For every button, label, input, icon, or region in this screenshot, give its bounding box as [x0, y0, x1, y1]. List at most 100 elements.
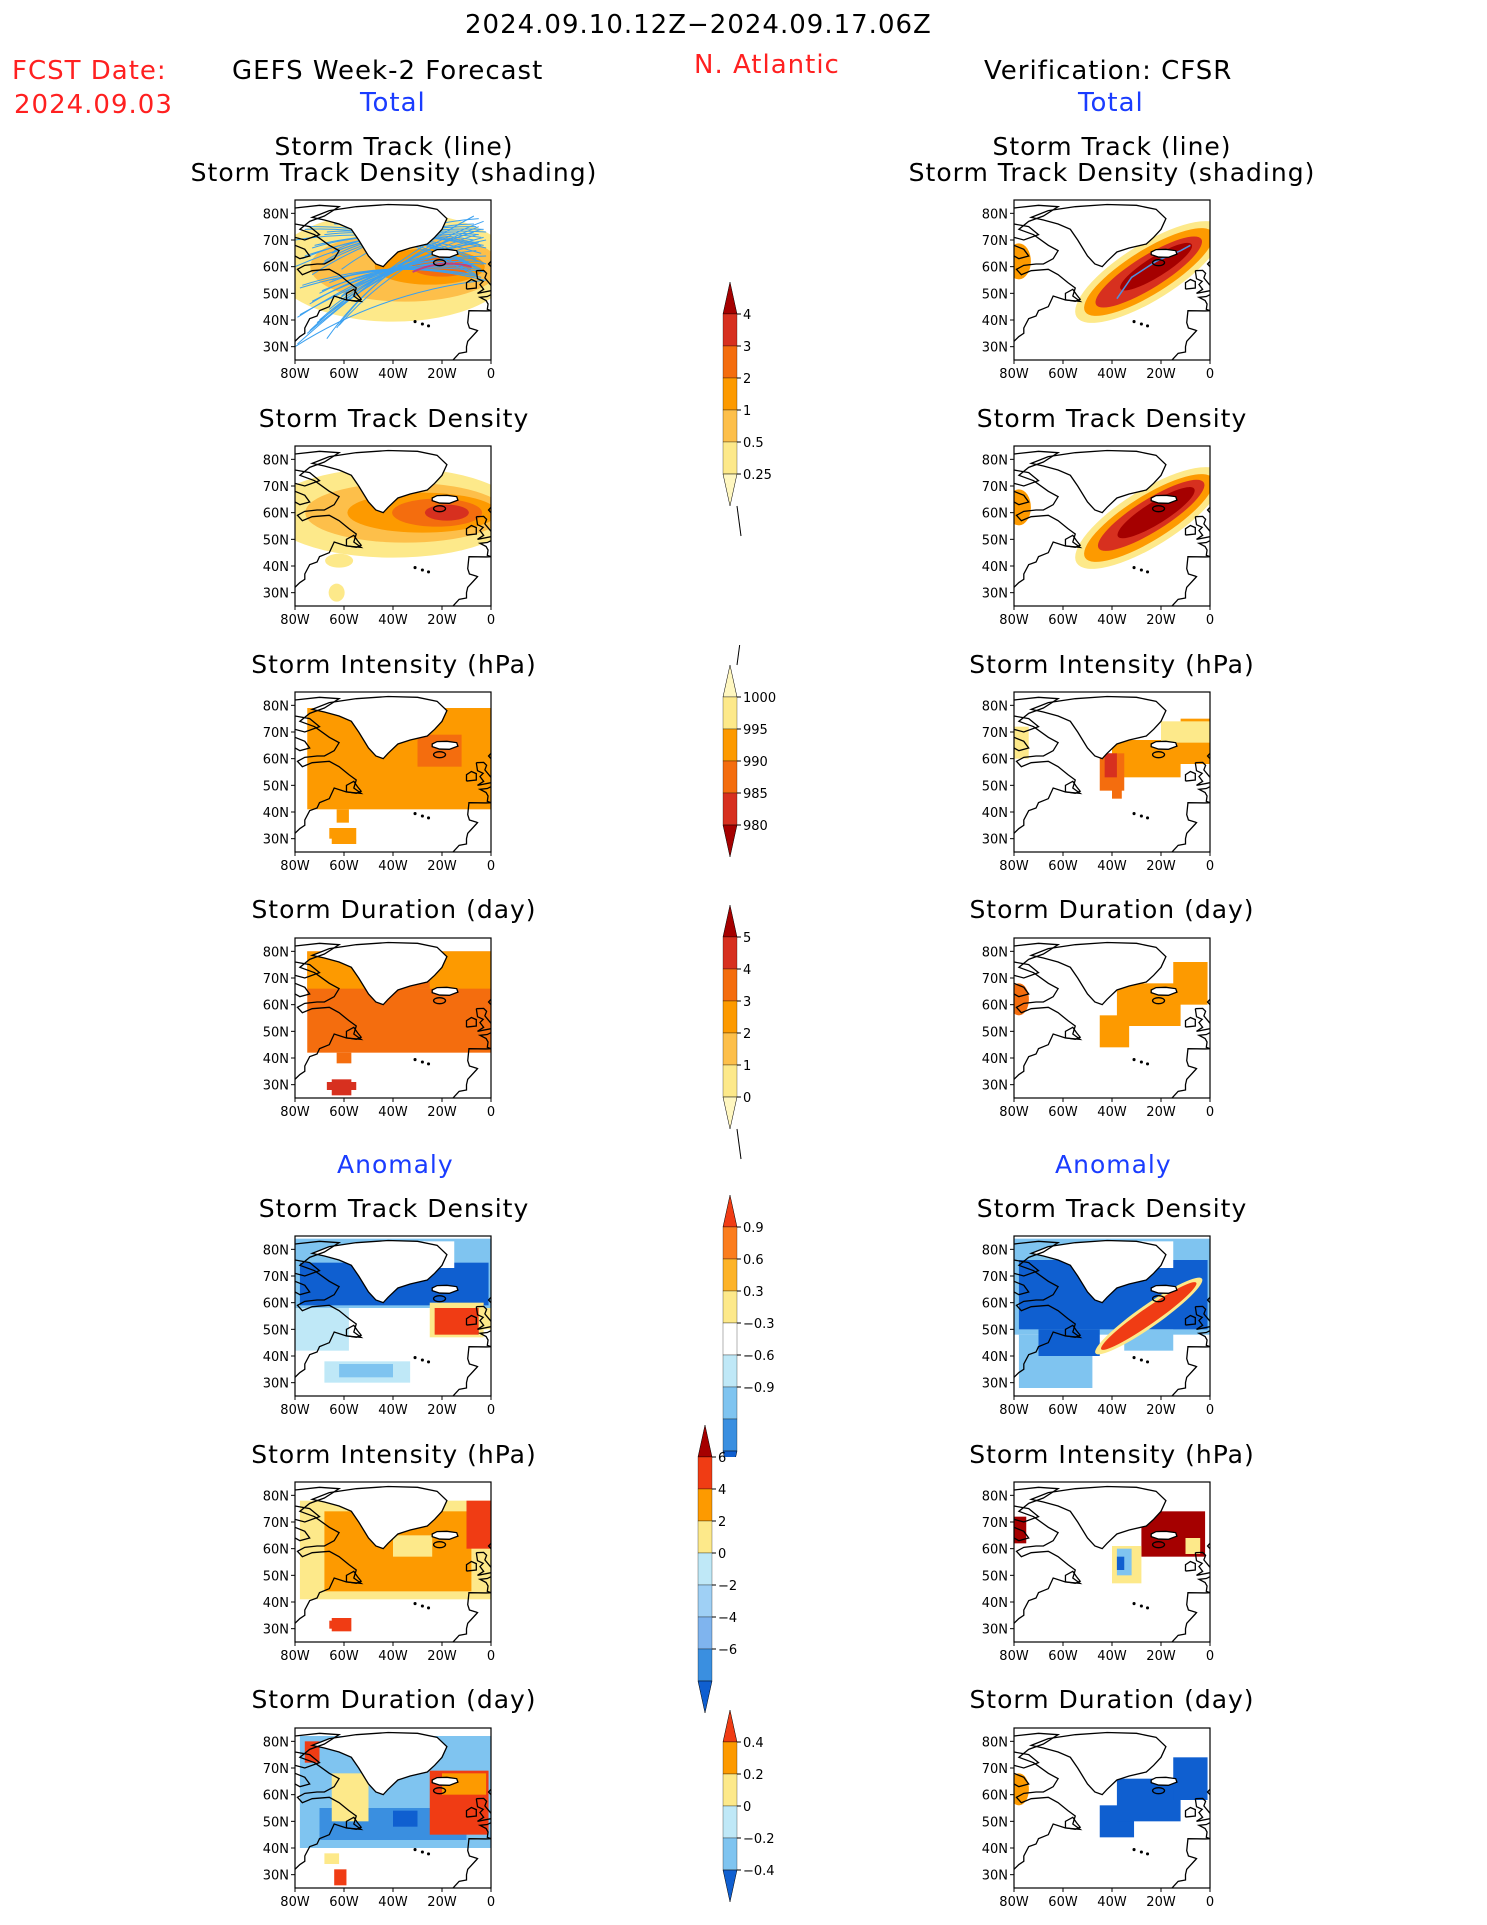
lat-tick-label: 80N	[982, 1243, 1008, 1258]
ireland-coast	[465, 1560, 477, 1572]
iceland-coast	[431, 1284, 459, 1294]
lat-tick-label: 40N	[982, 1350, 1008, 1365]
iberia-africa-coast	[1171, 556, 1210, 606]
lon-tick-label: 40W	[1097, 613, 1127, 628]
lat-tick-label: 70N	[263, 972, 289, 987]
colorbar-arrow-top	[722, 1194, 738, 1228]
lon-tick-label: 0	[487, 1403, 495, 1418]
lon-tick-label: 20W	[427, 1649, 457, 1664]
right-anom-density-map: 80N 70N 60N 50N 40N 30N 80W 60W 40W 20W 0	[982, 1235, 1214, 1418]
storm-track-line	[412, 262, 472, 273]
lon-tick-label: 80W	[999, 613, 1029, 628]
baffin-coast	[1014, 1526, 1030, 1542]
ireland-coast	[1184, 1016, 1196, 1028]
greenland-coast	[1028, 1485, 1167, 1550]
greenland-coast	[309, 1731, 448, 1796]
anomaly-cell	[1116, 1778, 1181, 1822]
iberia-africa-coast	[452, 556, 491, 606]
right-anom-duration-title: Storm Duration (day)	[969, 1685, 1255, 1714]
colorbar-segment	[722, 1837, 738, 1871]
lat-tick-label: 70N	[982, 726, 1008, 741]
british-isles-coast	[1194, 1551, 1210, 1576]
colorbar-segment	[722, 760, 738, 794]
lat-tick-label: 70N	[263, 1270, 289, 1285]
lon-tick-label: 0	[487, 613, 495, 628]
france-coast	[477, 294, 491, 312]
baffin-coast	[295, 244, 311, 260]
norway-coast	[1206, 1542, 1210, 1550]
left-anom-density-map: 80N 70N 60N 50N 40N 30N 80W 60W 40W 20W 0	[263, 1235, 495, 1418]
lat-tick-label: 30N	[263, 833, 289, 848]
lat-tick-label: 50N	[982, 1569, 1008, 1584]
france-coast	[1196, 1822, 1210, 1840]
azores-island	[413, 1602, 417, 1606]
azores-island	[413, 320, 417, 324]
france-coast	[477, 1032, 491, 1050]
lat-tick-label: 40N	[263, 314, 289, 329]
colorbar-label: 1	[743, 404, 751, 419]
colorbar-segment	[722, 1226, 738, 1260]
coastline-layer	[295, 1485, 491, 1642]
low-center-marker	[432, 505, 447, 513]
arctic-islands-coast	[295, 1259, 321, 1277]
azores-island	[1139, 1850, 1143, 1854]
norway-coast	[487, 506, 491, 514]
azores-island	[413, 1356, 417, 1360]
duration-cell	[336, 1052, 352, 1064]
intensity-cell	[1161, 721, 1210, 743]
azores-island	[1132, 1848, 1136, 1852]
norway-coast	[1206, 1788, 1210, 1796]
arctic-islands-coast	[1014, 961, 1040, 979]
lat-tick-label: 60N	[263, 999, 289, 1014]
newfoundland-coast	[1064, 1816, 1082, 1831]
azores-island	[1145, 324, 1150, 328]
colorbar-arrow-bottom	[722, 824, 738, 858]
azores-island	[426, 1062, 431, 1066]
norway-coast	[1206, 260, 1210, 268]
colorbar-segment	[697, 1552, 713, 1586]
lon-tick-label: 20W	[1146, 1105, 1176, 1120]
azores-island	[420, 1358, 424, 1362]
colorbar-arrow-bottom	[722, 473, 738, 507]
lat-tick-label: 60N	[982, 1789, 1008, 1804]
colorbar-label: 0.3	[743, 1285, 764, 1300]
azores-island	[420, 1850, 424, 1854]
colorbar-segment	[722, 1032, 738, 1066]
greenland-coast	[309, 1239, 448, 1304]
lat-tick-label: 50N	[982, 1025, 1008, 1040]
newfoundland-coast	[345, 1816, 363, 1831]
colorbar-arrow-top	[697, 1424, 713, 1458]
anomaly-cell	[1116, 1556, 1125, 1570]
france-coast	[477, 540, 491, 558]
left-anom-duration-map: 80N 70N 60N 50N 40N 30N 80W 60W 40W 20W 0	[263, 1727, 495, 1910]
azores-island	[1139, 568, 1143, 572]
colorbar-segment	[722, 968, 738, 1002]
ireland-coast	[465, 524, 477, 536]
coastline-layer	[1014, 1485, 1210, 1642]
iberia-africa-coast	[1171, 1048, 1210, 1098]
british-isles-coast	[475, 1305, 491, 1330]
intensity-cell	[336, 809, 349, 823]
newfoundland-coast	[345, 1570, 363, 1585]
lat-tick-label: 40N	[263, 1052, 289, 1067]
colorbar-label: 0	[743, 1091, 751, 1106]
lon-tick-label: 40W	[1097, 1895, 1127, 1910]
azores-island	[1132, 566, 1136, 570]
arctic-islands-coast	[1014, 1259, 1040, 1277]
azores-island	[1132, 812, 1136, 816]
north-america-coast	[1014, 450, 1083, 588]
norway-coast	[487, 1542, 491, 1550]
british-isles-coast	[1194, 269, 1210, 294]
north-america-coast	[1014, 696, 1083, 834]
lat-tick-label: 50N	[263, 1323, 289, 1338]
colorbar-label: 980	[743, 819, 768, 834]
colorbar-label: 4	[743, 308, 751, 323]
left-total-track-map: 80N 70N 60N 50N 40N 30N 80W 60W 40W 20W 0	[263, 199, 495, 382]
colorbar-label: 1000	[743, 691, 776, 706]
low-center-marker	[1151, 259, 1166, 267]
anomaly-cell	[295, 1308, 349, 1351]
lat-tick-label: 30N	[982, 1869, 1008, 1884]
fcst-date-label: FCST Date:	[12, 56, 167, 86]
lon-tick-label: 40W	[378, 1403, 408, 1418]
coastline-layer	[1014, 1731, 1210, 1888]
